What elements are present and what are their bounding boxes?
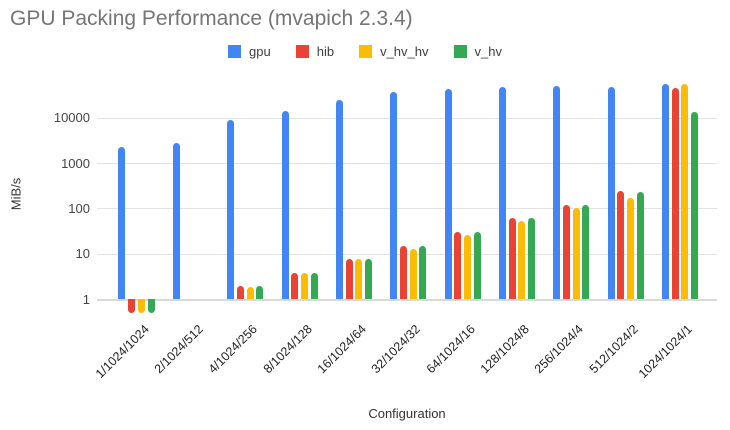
x-tick-label-2/1024/512: 2/1024/512	[151, 322, 206, 377]
bar-v_hv-4/1024/256[interactable]	[256, 286, 264, 299]
bar-hib-8/1024/128[interactable]	[291, 273, 299, 299]
x-axis-baseline	[97, 299, 717, 301]
legend-item-hib[interactable]: hib	[295, 43, 335, 59]
bar-gpu-256/1024/4[interactable]	[553, 86, 561, 299]
bar-hib-256/1024/4[interactable]	[562, 204, 570, 299]
x-tick-label-4/1024/256: 4/1024/256	[205, 322, 261, 377]
y-tick-label-10: 10	[75, 246, 90, 262]
bar-gpu-4/1024/256[interactable]	[227, 120, 235, 299]
bar-v_hv_hv-64/1024/16[interactable]	[463, 234, 471, 299]
bar-v_hv_hv-32/1024/32[interactable]	[409, 249, 417, 299]
bar-v_hv_hv-256/1024/4[interactable]	[572, 208, 580, 299]
y-tick-label-1000: 1000	[61, 155, 90, 171]
bar-v_hv-1/1024/1024[interactable]	[147, 299, 155, 313]
y-tick-label-1: 1	[82, 291, 90, 307]
legend-label: v_hv	[474, 43, 502, 59]
bar-v_hv_hv-128/1024/8[interactable]	[518, 221, 526, 299]
legend-item-v_hv[interactable]: v_hv	[453, 43, 502, 59]
bar-v_hv_hv-512/1024/2[interactable]	[627, 197, 634, 299]
bar-hib-16/1024/64[interactable]	[345, 259, 353, 299]
x-tick-label-8/1024/128: 8/1024/128	[260, 322, 315, 377]
bar-v_hv_hv-8/1024/128[interactable]	[300, 273, 308, 299]
bar-gpu-512/1024/2[interactable]	[607, 87, 615, 299]
legend-swatch-hib	[295, 44, 309, 58]
bar-v_hv_hv-1024/1024/1[interactable]	[681, 83, 689, 299]
bar-gpu-16/1024/64[interactable]	[335, 99, 343, 299]
bar-v_hv-512/1024/2[interactable]	[636, 192, 644, 299]
y-tick-label-10000: 10000	[53, 110, 90, 126]
bar-gpu-64/1024/16[interactable]	[444, 88, 452, 299]
bar-v_hv_hv-4/1024/256[interactable]	[246, 286, 254, 299]
gridline-10000	[97, 117, 717, 119]
bar-hib-512/1024/2[interactable]	[617, 190, 625, 299]
x-tick-label-16/1024/64: 16/1024/64	[314, 322, 369, 377]
legend-label: v_hv_hv	[380, 43, 429, 59]
bar-v_hv_hv-1/1024/1024[interactable]	[137, 299, 145, 313]
legend-label: hib	[316, 43, 335, 59]
y-axis-title: MiB/s	[8, 177, 24, 211]
legend-label: gpu	[249, 43, 271, 59]
gridline-100	[97, 208, 717, 210]
legend-swatch-gpu	[228, 44, 242, 58]
bar-v_hv-256/1024/4[interactable]	[582, 204, 590, 299]
chart-title: GPU Packing Performance (mvapich 2.3.4)	[10, 7, 413, 30]
bar-v_hv_hv-16/1024/64[interactable]	[355, 259, 363, 299]
bar-v_hv-8/1024/128[interactable]	[310, 272, 318, 299]
bar-gpu-1/1024/1024[interactable]	[118, 146, 126, 299]
x-tick-label-1/1024/1024: 1/1024/1024	[92, 322, 152, 382]
bar-gpu-8/1024/128[interactable]	[281, 111, 289, 299]
x-tick-label-512/1024/2: 512/1024/2	[586, 322, 641, 377]
bar-hib-128/1024/8[interactable]	[508, 218, 516, 299]
bar-hib-32/1024/32[interactable]	[399, 245, 407, 299]
x-axis-title: Configuration	[368, 406, 446, 421]
bar-gpu-32/1024/32[interactable]	[390, 92, 398, 299]
bar-v_hv-64/1024/16[interactable]	[473, 232, 481, 299]
legend-item-gpu[interactable]: gpu	[228, 44, 271, 59]
legend: gpu hib v_hv_hv v_hv	[0, 43, 730, 59]
plot-area	[97, 75, 717, 313]
bar-gpu-128/1024/8[interactable]	[498, 86, 506, 299]
bar-gpu-1024/1024/1[interactable]	[661, 84, 669, 299]
legend-swatch-v_hv_hv	[359, 44, 373, 58]
x-tick-label-256/1024/4: 256/1024/4	[532, 322, 587, 377]
bar-v_hv-1024/1024/1[interactable]	[691, 112, 699, 299]
bar-v_hv-128/1024/8[interactable]	[528, 218, 535, 299]
bar-gpu-2/1024/512[interactable]	[172, 142, 180, 299]
bar-hib-1024/1024/1[interactable]	[671, 88, 679, 299]
gridline-10	[97, 253, 717, 255]
gridline-1000	[97, 163, 717, 165]
x-tick-label-32/1024/32: 32/1024/32	[369, 322, 424, 377]
y-tick-label-100: 100	[68, 200, 90, 216]
bar-hib-1/1024/1024[interactable]	[128, 299, 136, 313]
legend-item-v_hv_hv[interactable]: v_hv_hv	[359, 43, 429, 59]
x-tick-label-1024/1024/1: 1024/1024/1	[635, 322, 695, 382]
x-tick-label-64/1024/16: 64/1024/16	[423, 322, 478, 377]
legend-swatch-v_hv	[453, 44, 467, 58]
bar-hib-64/1024/16[interactable]	[454, 232, 462, 299]
x-tick-label-128/1024/8: 128/1024/8	[477, 322, 532, 377]
bar-hib-4/1024/256[interactable]	[236, 286, 244, 299]
bar-v_hv-32/1024/32[interactable]	[419, 245, 427, 299]
bar-v_hv-16/1024/64[interactable]	[364, 258, 372, 299]
